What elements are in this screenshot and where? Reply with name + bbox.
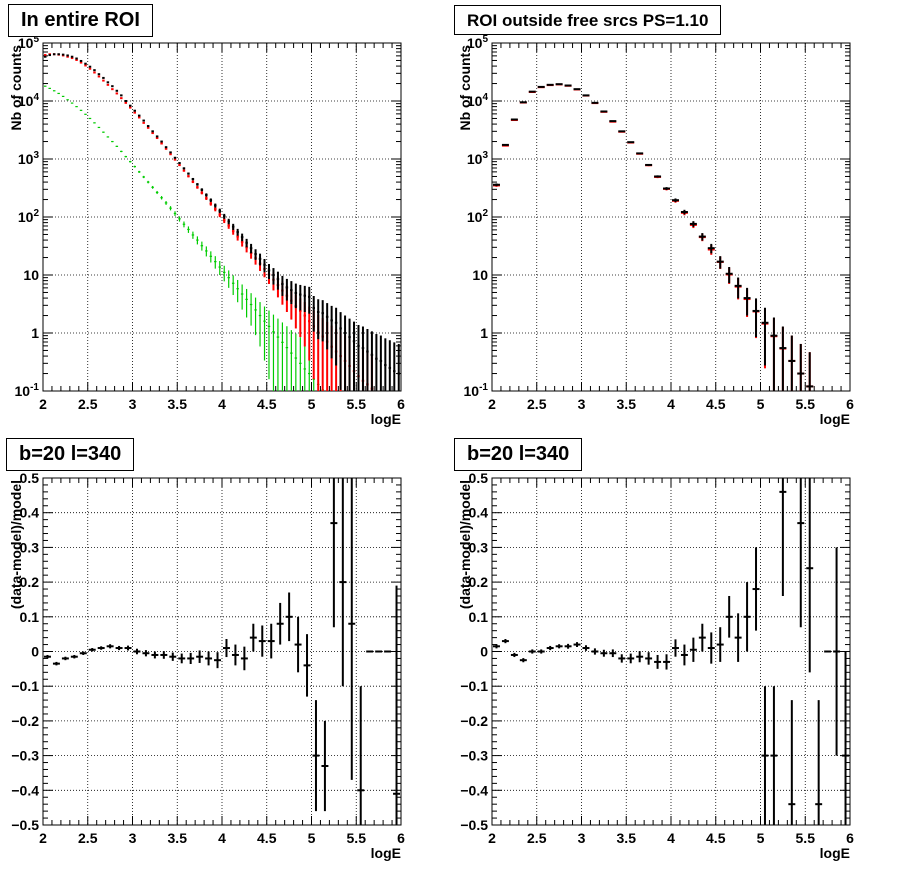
panel-4: 2 2.5 3 3.5 4 4.5 5 5.5 6 −0.5 −0.4 −0.3 −0.2 −0.1 0 0.… [457,470,854,861]
x-tick-label: 3.5 [617,396,637,412]
series-data [493,83,814,391]
y-tick-label: 102 [467,208,489,225]
series-data [44,53,400,391]
series-residual [44,478,400,825]
x-tick-label: 5 [757,396,765,412]
y-tick-label: −0.4 [460,782,488,798]
x-tick-label: 3 [129,830,137,846]
y-tick-label: 10-1 [464,382,489,399]
y-tick-label: −0.1 [460,678,488,694]
x-tick-label: 5.5 [796,830,816,846]
y-tick-label: 0.5 [20,470,40,486]
x-tick-label: 6 [397,396,405,412]
x-tick-label: 3 [578,396,586,412]
y-tick-label: 0.4 [20,505,40,521]
x-tick-label: 3 [129,396,137,412]
x-tick-label: 4 [667,396,675,412]
x-tick-label: 2 [488,830,496,846]
y-tick-label: 0.4 [469,505,489,521]
y-tick-label: 0.1 [469,609,489,625]
x-tick-label: 4.5 [706,396,726,412]
y-tick-label: −0.5 [11,817,39,833]
panel-1: 2 2.5 3 3.5 4 4.5 5 5.5 610-1110102103104105logE… [8,34,405,427]
x-tick-label: 2 [39,396,47,412]
y-tick-label: 0.1 [20,609,40,625]
y-axis-label: Nb of counts [457,45,473,131]
x-tick-label: 4.5 [257,830,277,846]
x-axis-label: logE [371,845,401,861]
x-tick-label: 2.5 [527,396,547,412]
y-tick-label: 0.2 [20,574,40,590]
y-tick-label: −0.2 [11,713,39,729]
x-tick-label: 3.5 [617,830,637,846]
y-tick-label: 10 [472,267,488,283]
panel-2: 2 2.5 3 3.5 4 4.5 5 5.5 610-1110102103104105logE… [457,34,854,427]
y-axis-label: Nb of counts [8,45,24,131]
y-axis-label: (data-model)/model [8,480,24,609]
x-axis-label: logE [820,411,850,427]
x-tick-label: 4.5 [257,396,277,412]
x-tick-label: 4 [667,830,675,846]
y-tick-label: −0.4 [11,782,39,798]
panel-title-1: In entire ROI [8,4,153,37]
y-tick-label: 102 [18,208,40,225]
x-axis-label: logE [820,845,850,861]
y-tick-label: −0.2 [460,713,488,729]
y-tick-label: 0.5 [469,470,489,486]
x-tick-label: 2 [488,396,496,412]
y-tick-label: −0.1 [11,678,39,694]
x-tick-label: 4.5 [706,830,726,846]
panel-title-4: b=20 l=340 [454,438,583,471]
series-residual [493,478,849,825]
y-tick-label: 10-1 [15,382,40,399]
y-tick-label: 0 [480,644,488,660]
x-tick-label: 2 [39,830,47,846]
x-tick-label: 3.5 [168,830,188,846]
y-tick-label: 0.2 [469,574,489,590]
y-tick-label: 0.3 [469,539,489,555]
x-tick-label: 5.5 [347,396,367,412]
x-tick-label: 2.5 [527,830,547,846]
x-tick-label: 6 [846,830,854,846]
y-tick-label: −0.5 [460,817,488,833]
x-axis-label: logE [371,411,401,427]
y-tick-label: 0 [31,644,39,660]
x-tick-label: 6 [397,830,405,846]
x-tick-label: 4 [218,396,226,412]
x-tick-label: 2.5 [78,396,98,412]
panel-title-2: ROI outside free srcs PS=1.10 [454,5,722,35]
y-axis-label: (data-model)/model [457,480,473,609]
y-tick-label: 1 [480,325,488,341]
x-tick-label: 4 [218,830,226,846]
x-tick-label: 3 [578,830,586,846]
series-component [44,85,324,391]
x-tick-label: 5 [308,396,316,412]
x-tick-label: 2.5 [78,830,98,846]
panel-title-3: b=20 l=340 [6,438,135,471]
y-tick-label: 103 [467,150,489,167]
y-tick-label: 0.3 [20,539,40,555]
x-tick-label: 5 [757,830,765,846]
x-tick-label: 5 [308,830,316,846]
x-tick-label: 6 [846,396,854,412]
y-tick-label: 1 [31,325,39,341]
panel-3: 2 2.5 3 3.5 4 4.5 5 5.5 6 −0.5 −0.4 −0.3 −0.2 −0.1 0 0.… [8,470,405,861]
x-tick-label: 3.5 [168,396,188,412]
x-tick-label: 5.5 [796,396,816,412]
y-tick-label: −0.3 [460,748,488,764]
x-tick-label: 5.5 [347,830,367,846]
y-tick-label: 103 [18,150,40,167]
y-tick-label: 10 [23,267,39,283]
y-tick-label: −0.3 [11,748,39,764]
